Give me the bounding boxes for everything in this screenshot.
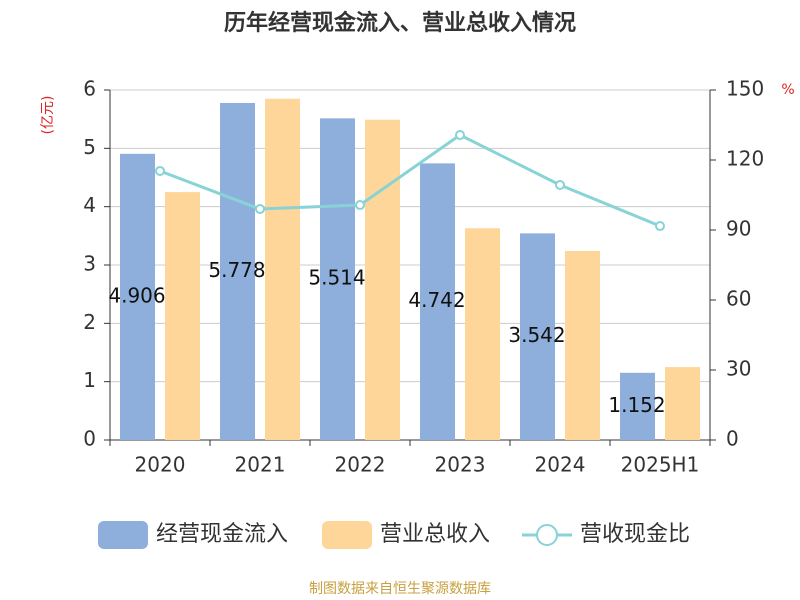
line bbox=[159, 133, 661, 228]
legend-swatch bbox=[98, 521, 148, 549]
line-point bbox=[155, 165, 165, 176]
bar bbox=[620, 372, 655, 440]
bar bbox=[665, 367, 700, 440]
line-point bbox=[255, 204, 265, 214]
bar bbox=[320, 118, 355, 440]
legend-swatch bbox=[322, 521, 372, 549]
data-label: 1.152 bbox=[608, 393, 665, 417]
x-tick-label: 2023 bbox=[435, 453, 486, 477]
legend-swatch bbox=[536, 524, 558, 546]
y2-tick-label: 0 bbox=[726, 427, 739, 451]
data-label: 4.906 bbox=[108, 283, 165, 307]
bar bbox=[465, 228, 500, 440]
y-tick-label: 4 bbox=[83, 193, 96, 217]
legend-label: 营收现金比 bbox=[580, 522, 690, 547]
line-point bbox=[455, 130, 465, 141]
bar bbox=[520, 233, 555, 440]
x-tick-label: 2025H1 bbox=[621, 453, 700, 477]
line-point bbox=[655, 221, 665, 232]
x-tick-label: 2024 bbox=[535, 453, 586, 477]
y2-tick-label: 150 bbox=[726, 77, 764, 101]
legend-label: 营业总收入 bbox=[380, 522, 490, 547]
y-axis-label: (亿元) bbox=[40, 96, 56, 135]
bar bbox=[265, 98, 300, 440]
data-label: 3.542 bbox=[508, 323, 565, 347]
y2-axis-label: % bbox=[781, 82, 794, 98]
chart-title: 历年经营现金流入、营业总收入情况 bbox=[224, 10, 576, 36]
x-tick-label: 2020 bbox=[135, 453, 186, 477]
line-point bbox=[555, 179, 565, 190]
y-tick-label: 5 bbox=[83, 135, 96, 159]
bar bbox=[420, 163, 455, 440]
bar bbox=[120, 153, 155, 441]
x-tick-label: 2021 bbox=[235, 453, 286, 477]
source-note: 制图数据来自恒生聚源数据库 bbox=[309, 581, 491, 597]
y2-tick-label: 60 bbox=[726, 287, 751, 311]
y-tick-label: 6 bbox=[83, 77, 96, 101]
y-tick-label: 1 bbox=[83, 368, 96, 392]
data-label: 5.778 bbox=[208, 258, 265, 282]
y2-tick-label: 30 bbox=[726, 357, 751, 381]
data-label: 5.514 bbox=[308, 266, 365, 290]
y-tick-label: 2 bbox=[83, 310, 96, 334]
y-tick-label: 3 bbox=[83, 252, 96, 276]
bar bbox=[220, 102, 255, 440]
y-tick-label: 0 bbox=[83, 427, 96, 451]
bar bbox=[565, 251, 600, 440]
data-label: 4.742 bbox=[408, 288, 465, 312]
bar bbox=[165, 192, 200, 440]
line-point bbox=[355, 200, 365, 211]
y2-tick-label: 120 bbox=[726, 147, 764, 171]
bar bbox=[365, 119, 400, 440]
legend-label: 经营现金流入 bbox=[156, 522, 288, 547]
y2-tick-label: 90 bbox=[726, 217, 751, 241]
x-tick-label: 2022 bbox=[335, 453, 386, 477]
